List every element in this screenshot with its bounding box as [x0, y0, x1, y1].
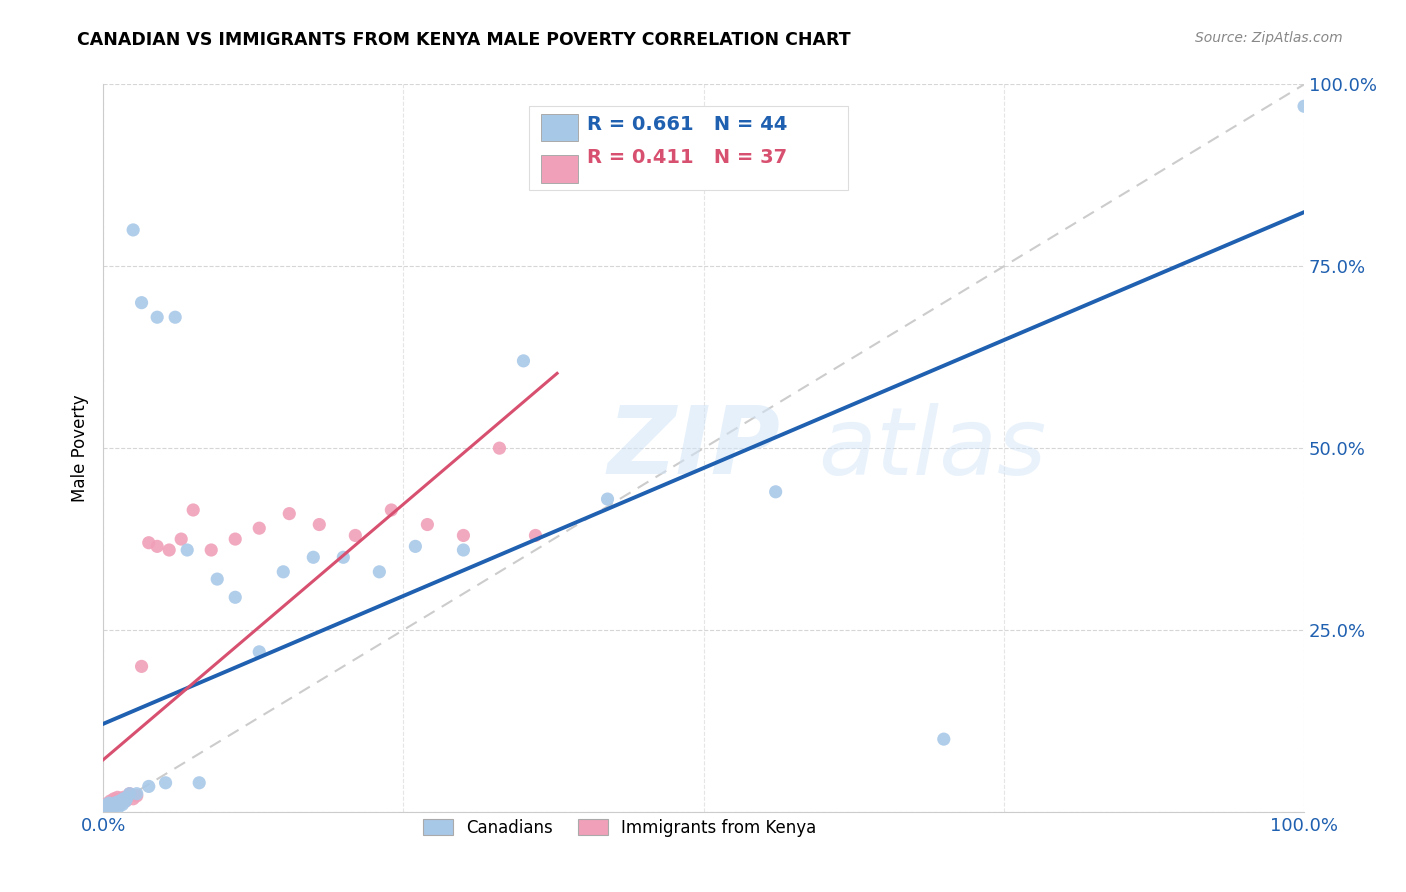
Point: [103, 791, 125, 805]
Point: [247, 521, 270, 535]
Point: [200, 543, 222, 558]
Point: [344, 528, 367, 542]
Point: [98, 799, 121, 814]
Point: [453, 528, 475, 542]
Point: [155, 776, 177, 790]
Point: [932, 732, 955, 747]
Point: [380, 503, 402, 517]
Point: [101, 801, 124, 815]
Point: [96, 799, 118, 814]
Point: [765, 484, 787, 499]
Text: ZIP: ZIP: [607, 402, 780, 494]
Point: [122, 791, 145, 805]
Point: [104, 796, 127, 810]
Point: [100, 798, 122, 813]
Point: [157, 543, 180, 558]
Y-axis label: Male Poverty: Male Poverty: [72, 394, 89, 502]
Point: [181, 503, 204, 517]
Point: [105, 794, 128, 808]
Point: [110, 796, 132, 810]
Point: [165, 310, 187, 325]
Point: [97, 796, 120, 810]
FancyBboxPatch shape: [530, 106, 848, 190]
Legend: Canadians, Immigrants from Kenya: Canadians, Immigrants from Kenya: [416, 813, 823, 844]
Point: [112, 790, 135, 805]
Point: [105, 796, 128, 810]
Point: [118, 787, 141, 801]
Point: [596, 492, 619, 507]
Point: [104, 799, 127, 814]
Point: [114, 795, 136, 809]
Point: [93, 801, 115, 815]
Point: [108, 791, 131, 805]
Point: [138, 535, 160, 549]
Point: [100, 797, 122, 812]
Point: [108, 794, 131, 808]
Text: Source: ZipAtlas.com: Source: ZipAtlas.com: [1195, 31, 1343, 45]
Point: [416, 517, 439, 532]
Point: [110, 796, 132, 810]
Point: [111, 797, 134, 812]
Point: [122, 223, 145, 237]
Point: [98, 796, 121, 810]
Point: [146, 310, 169, 325]
Point: [188, 776, 211, 790]
Text: R = 0.411   N = 37: R = 0.411 N = 37: [588, 148, 787, 167]
Point: [131, 295, 153, 310]
Point: [94, 797, 117, 812]
Point: [107, 797, 129, 812]
Point: [308, 517, 330, 532]
Point: [115, 790, 138, 805]
Point: [302, 550, 325, 565]
Point: [368, 565, 391, 579]
Point: [103, 797, 125, 811]
Point: [512, 354, 534, 368]
Point: [176, 543, 198, 558]
Point: [488, 441, 510, 455]
Point: [404, 540, 426, 554]
Bar: [541, 113, 578, 141]
Point: [107, 790, 129, 805]
Text: R = 0.661   N = 44: R = 0.661 N = 44: [588, 115, 787, 134]
Point: [524, 528, 547, 542]
Point: [125, 789, 148, 803]
Point: [125, 787, 148, 801]
Bar: [541, 155, 578, 183]
Point: [115, 793, 138, 807]
Point: [94, 799, 117, 814]
Point: [224, 591, 246, 605]
Point: [1294, 99, 1316, 113]
Point: [107, 799, 129, 814]
Point: [170, 532, 193, 546]
Text: atlas: atlas: [818, 402, 1046, 493]
Point: [271, 565, 294, 579]
Point: [247, 645, 270, 659]
Point: [131, 659, 153, 673]
Point: [138, 780, 160, 794]
Point: [118, 787, 141, 801]
Point: [101, 799, 124, 814]
Point: [224, 532, 246, 546]
Point: [96, 797, 118, 812]
Point: [97, 800, 120, 814]
Point: [115, 794, 138, 808]
Point: [107, 797, 129, 812]
Point: [205, 572, 228, 586]
Point: [112, 791, 135, 805]
Point: [332, 550, 354, 565]
Point: [93, 801, 115, 815]
Point: [278, 507, 301, 521]
Text: CANADIAN VS IMMIGRANTS FROM KENYA MALE POVERTY CORRELATION CHART: CANADIAN VS IMMIGRANTS FROM KENYA MALE P…: [77, 31, 851, 49]
Point: [98, 794, 121, 808]
Point: [453, 543, 475, 558]
Point: [146, 540, 169, 554]
Point: [98, 799, 121, 814]
